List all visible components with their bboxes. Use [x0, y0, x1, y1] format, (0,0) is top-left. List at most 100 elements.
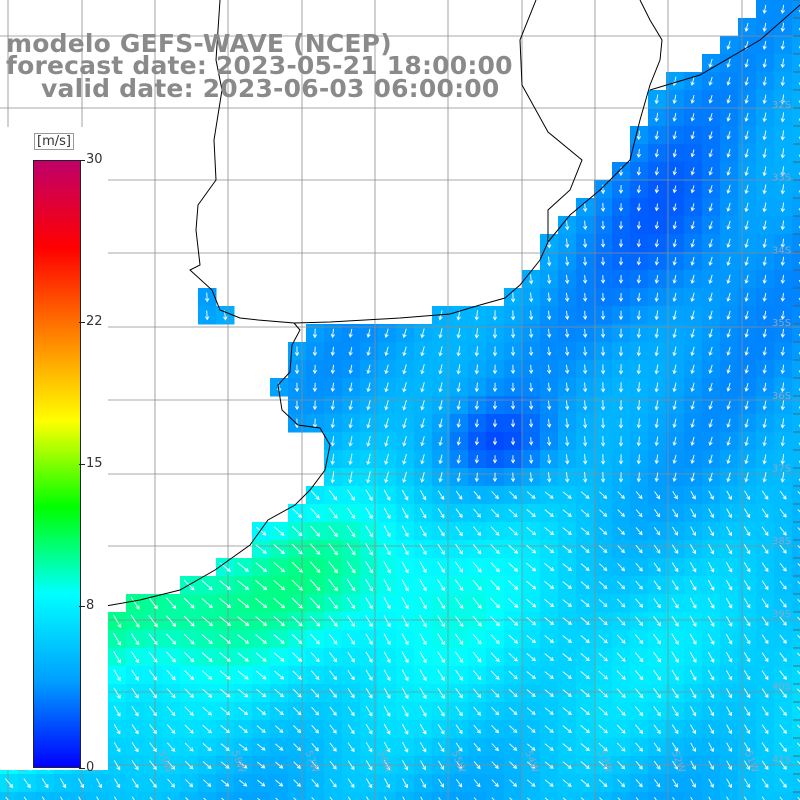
wind-speed-cell [792, 576, 800, 595]
wind-arrow [600, 418, 606, 429]
wind-speed-cell [792, 162, 800, 181]
wind-speed-cell [792, 522, 800, 541]
wind-arrow [273, 579, 286, 591]
wind-arrow [654, 185, 660, 194]
wind-arrow [690, 778, 696, 788]
wind-arrow [383, 507, 391, 520]
wind-arrow [510, 472, 516, 483]
wind-arrow [348, 364, 353, 375]
wind-arrow [761, 652, 769, 663]
wind-arrow [761, 724, 769, 735]
wind-arrow [672, 346, 677, 357]
wind-arrow [779, 688, 787, 699]
wind-arrow [565, 382, 570, 393]
wind-arrow [510, 364, 516, 375]
wind-arrow [346, 525, 356, 538]
wind-arrow [708, 58, 713, 68]
wind-arrow [562, 653, 573, 661]
wind-arrow [654, 130, 659, 140]
wind-arrow [454, 633, 464, 646]
wind-arrow [237, 670, 249, 680]
wind-arrow [202, 761, 212, 770]
wind-arrow [528, 274, 534, 285]
wind-arrow [456, 437, 461, 446]
wind-arrow [203, 797, 207, 800]
wind-arrow [96, 796, 99, 800]
wind-arrow [796, 742, 800, 747]
wind-arrow [544, 635, 554, 644]
wind-arrow [689, 597, 697, 609]
wind-arrow [780, 256, 785, 267]
wind-arrow [744, 364, 749, 374]
wind-speed-cell [90, 792, 109, 800]
wind-arrow [583, 436, 588, 447]
wind-arrow [672, 203, 677, 212]
wind-speed-cell [792, 72, 800, 91]
wind-arrow [329, 724, 337, 734]
wind-arrow [780, 94, 785, 105]
wind-arrow [618, 184, 624, 194]
wind-arrow [454, 579, 464, 592]
wind-arrow [725, 651, 733, 663]
wind-arrow [726, 490, 732, 500]
wind-arrow [726, 346, 731, 356]
wind-speed-cell [792, 288, 800, 307]
wind-arrow [291, 615, 303, 627]
wind-arrow [255, 526, 267, 536]
wind-arrow [636, 454, 641, 465]
wind-arrow [616, 742, 626, 752]
wind-arrow [438, 364, 443, 375]
wind-arrow [166, 633, 177, 645]
colorbar-tick-label: 22 [86, 314, 103, 330]
wind-arrow [455, 687, 463, 699]
wind-arrow [743, 598, 751, 609]
wind-arrow [653, 706, 661, 717]
wind-arrow [455, 490, 463, 500]
wind-arrow [744, 382, 749, 392]
wind-arrow [184, 670, 195, 681]
wind-arrow [654, 94, 659, 105]
wind-arrow [528, 382, 534, 392]
wind-arrow [437, 742, 445, 753]
wind-arrow [184, 688, 194, 698]
wind-arrow [599, 797, 603, 800]
wind-arrow [618, 257, 624, 266]
wind-arrow [636, 203, 642, 212]
wind-arrow [23, 778, 31, 789]
wind-arrow [328, 525, 338, 538]
wind-arrow [419, 525, 427, 537]
wind-arrow [598, 761, 608, 770]
latitude-label: 32S [772, 100, 791, 111]
wind-arrow [726, 778, 732, 789]
wind-arrow [220, 743, 230, 751]
wind-arrow [419, 633, 427, 646]
wind-arrow [310, 615, 321, 627]
wind-arrow [383, 597, 391, 610]
wind-arrow [654, 203, 660, 212]
wind-arrow [528, 328, 534, 339]
wind-arrow [725, 633, 733, 645]
wind-arrow [744, 706, 751, 717]
wind-arrow [365, 579, 373, 592]
wind-arrow [672, 185, 677, 194]
wind-arrow [780, 454, 785, 465]
colorbar [33, 160, 81, 768]
wind-arrow [166, 615, 177, 627]
wind-arrow [330, 436, 335, 447]
wind-arrow [744, 346, 749, 356]
wind-arrow [654, 364, 659, 375]
wind-arrow [708, 292, 713, 303]
wind-arrow [546, 346, 552, 356]
wind-arrow [565, 454, 570, 465]
wind-arrow [203, 779, 212, 787]
wind-arrow [366, 364, 371, 375]
wind-arrow [274, 707, 284, 716]
wind-arrow [797, 509, 800, 513]
wind-arrow [166, 651, 176, 663]
wind-arrow [654, 112, 659, 123]
wind-arrow [562, 617, 572, 625]
wind-arrow [473, 761, 481, 770]
wind-speed-cell [252, 792, 271, 800]
wind-speed-cell [360, 792, 379, 800]
wind-arrow [528, 310, 534, 321]
